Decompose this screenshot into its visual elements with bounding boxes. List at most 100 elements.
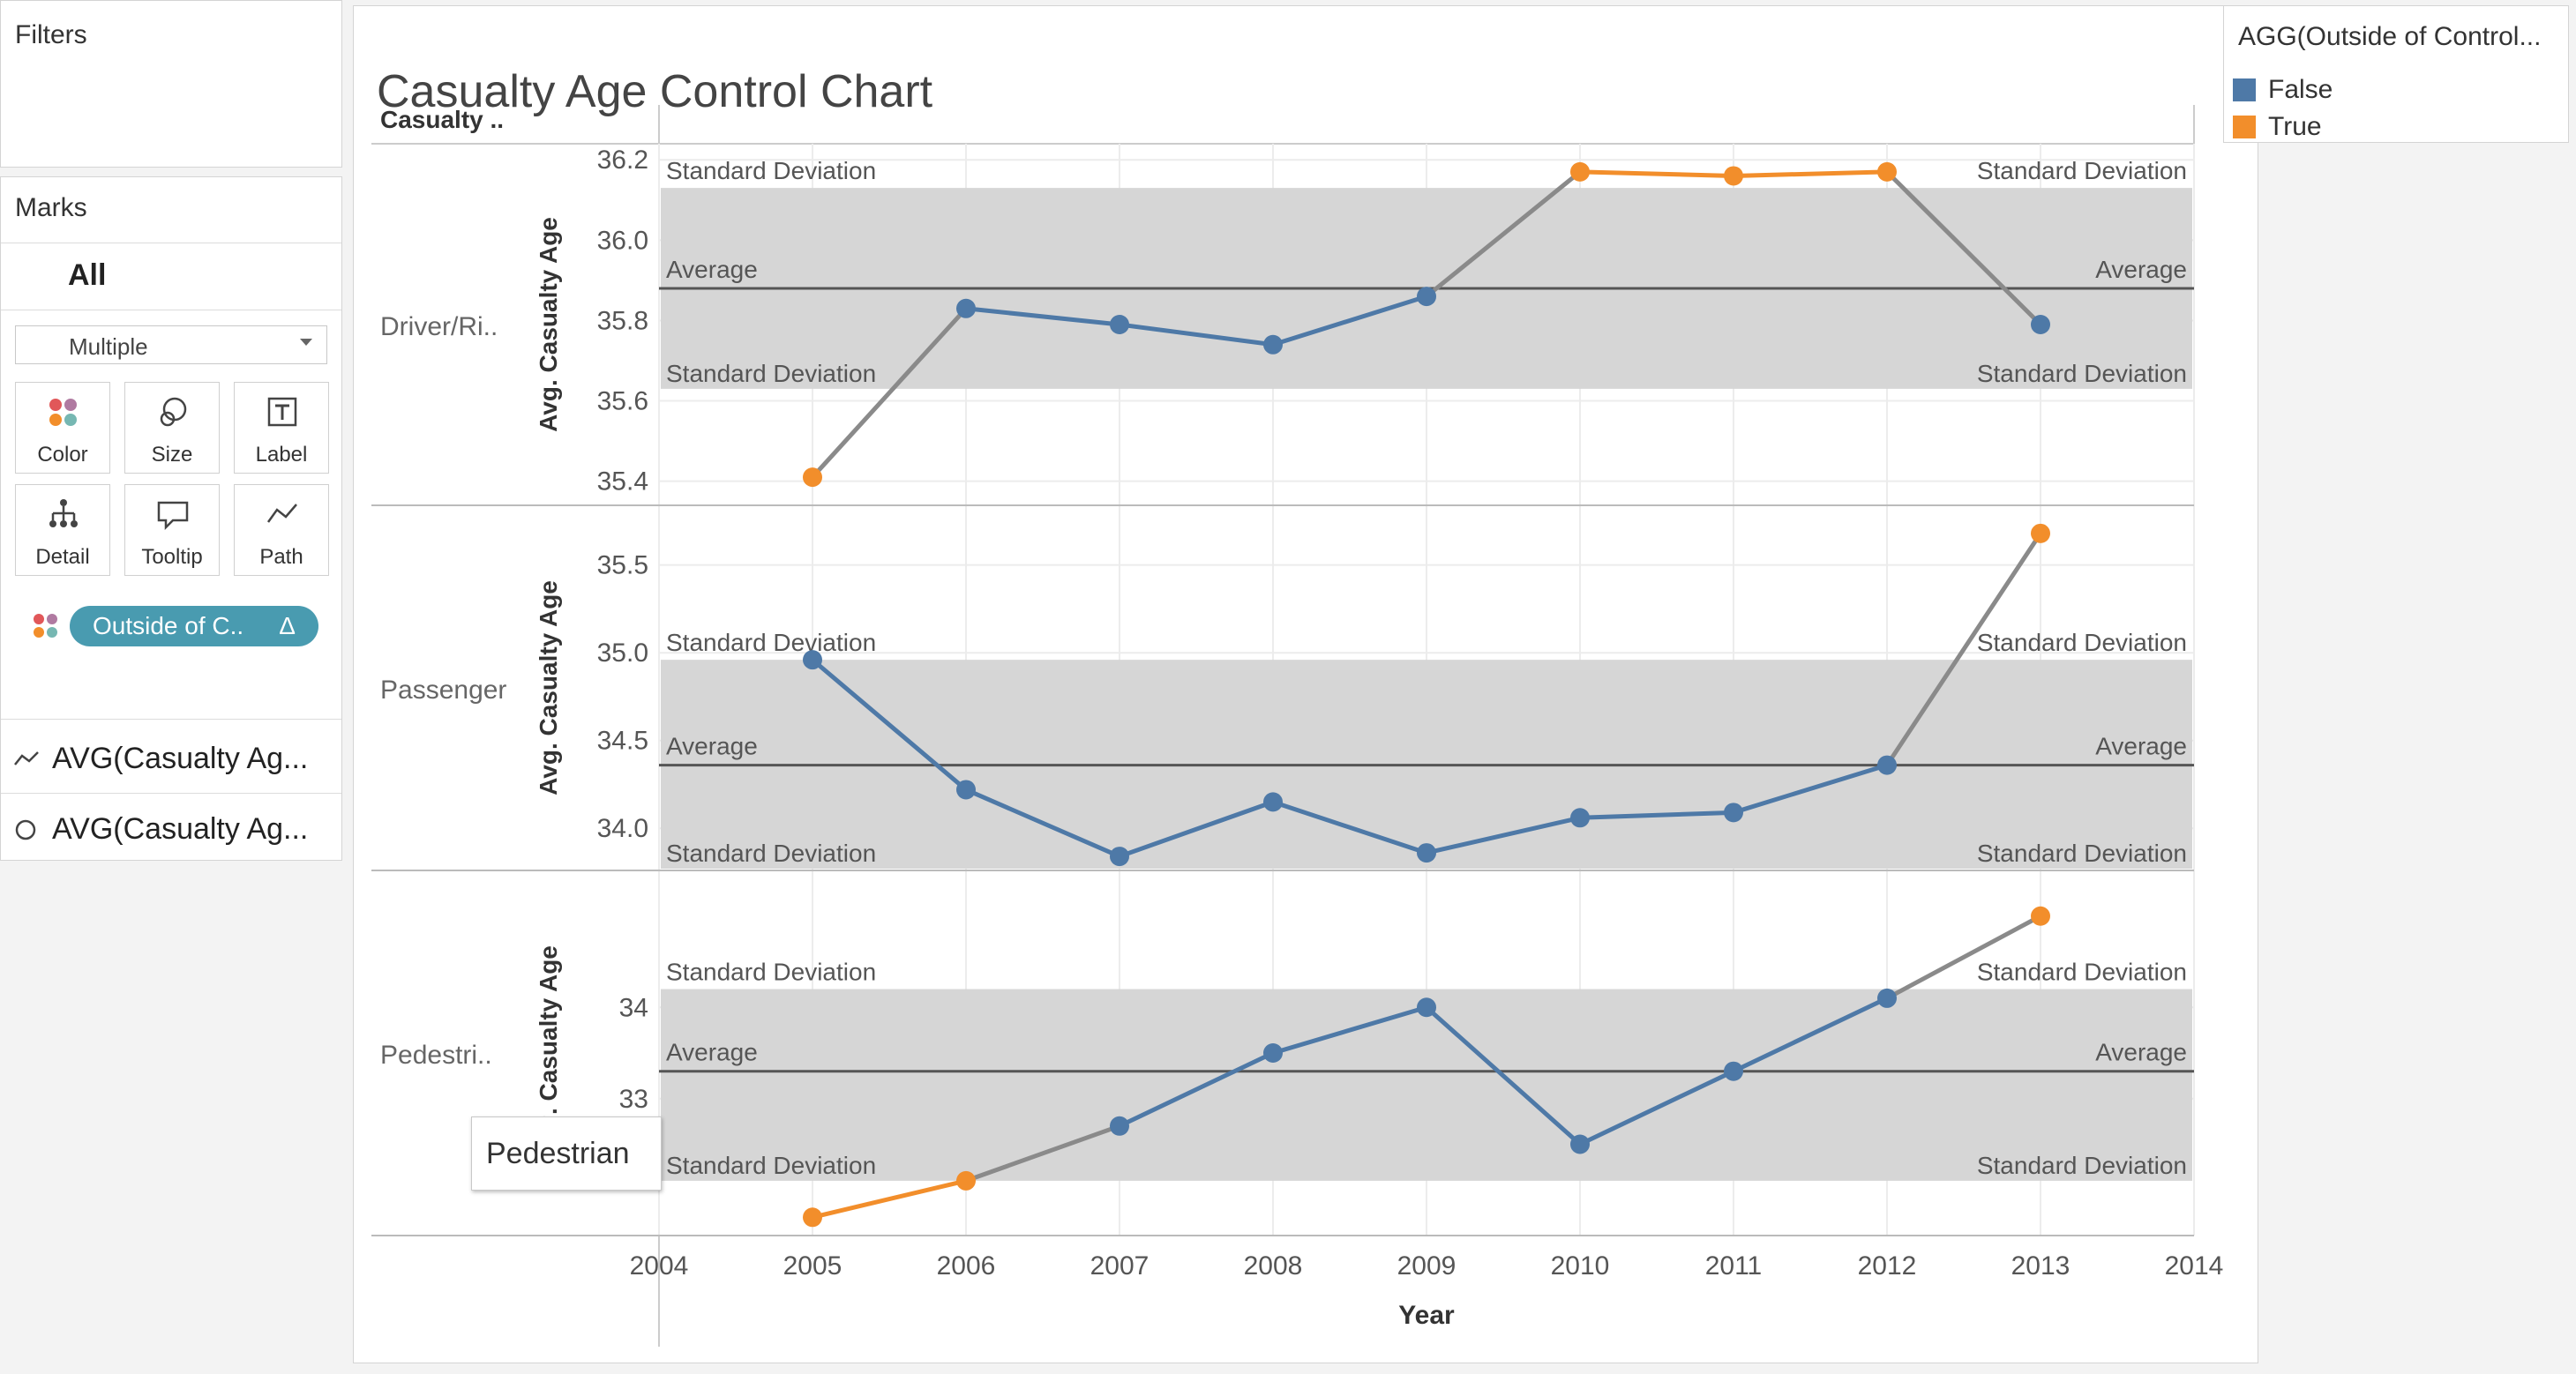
x-tick-label: 2006 <box>937 1251 996 1281</box>
series-line-segment <box>1579 810 1734 820</box>
data-point <box>803 467 822 488</box>
data-point <box>956 298 976 318</box>
detail-button-label: Detail <box>35 545 90 569</box>
series-line-segment <box>1578 1069 1735 1146</box>
row-label: Passenger <box>380 676 506 705</box>
x-tick-label: 2010 <box>1551 1251 1610 1281</box>
series-line-segment <box>812 1178 967 1220</box>
band-upper-label: Standard Deviation <box>666 157 876 184</box>
x-tick-label: 2008 <box>1244 1251 1303 1281</box>
delta-icon: Δ <box>279 612 296 639</box>
band-upper-label: Standard Deviation <box>1977 959 2187 986</box>
band-lower-label: Standard Deviation <box>1977 1152 2187 1179</box>
data-point <box>956 780 976 800</box>
data-point <box>1417 997 1436 1018</box>
divider <box>1 719 341 720</box>
band-upper-label: Standard Deviation <box>1977 157 2187 184</box>
row-label: Pedestri.. <box>380 1041 492 1070</box>
band-upper-label: Standard Deviation <box>1977 629 2187 656</box>
std-dev-band <box>661 989 2192 1181</box>
y-tick-label: 35.8 <box>597 306 648 335</box>
x-tick-label: 2012 <box>1858 1251 1917 1281</box>
color-button-label: Color <box>37 443 88 467</box>
size-button-label: Size <box>151 443 193 467</box>
series-line-segment <box>1885 914 2042 1001</box>
band-lower-label: Standard Deviation <box>1977 360 2187 387</box>
label-icon <box>267 397 297 427</box>
color-button[interactable]: Color <box>15 382 110 474</box>
row-header-label: Casualty .. <box>380 106 504 133</box>
y-axis-title: Avg. Casualty Age <box>535 217 562 432</box>
marks-all-tab[interactable]: All <box>68 258 107 292</box>
band-lower-label: Standard Deviation <box>666 840 876 867</box>
y-axis-title: Avg. Casualty Age <box>535 580 562 795</box>
measure-label: AVG(Casualty Ag... <box>52 742 309 775</box>
band-lower-label: Standard Deviation <box>666 1152 876 1179</box>
x-tick-label: 2004 <box>630 1251 689 1281</box>
tooltip-button-label: Tooltip <box>141 545 203 569</box>
series-line-segment <box>1119 800 1274 859</box>
data-point <box>1724 166 1743 186</box>
viz-area[interactable]: Casualty Age Control Chart Casualty .. St… <box>353 5 2258 1363</box>
measure-label: AVG(Casualty Ag... <box>52 812 309 846</box>
marks-title: Marks <box>15 193 87 222</box>
filters-title: Filters <box>15 20 87 49</box>
legend-swatch <box>2233 116 2256 138</box>
measure-tab-circle[interactable]: AVG(Casualty Ag... <box>1 795 343 863</box>
data-point <box>1110 1116 1129 1136</box>
series-line-segment <box>1884 532 2043 766</box>
marks-card: Marks All Multiple Color Size Label Deta… <box>0 176 342 861</box>
x-tick-label: 2011 <box>1705 1251 1763 1281</box>
detail-button[interactable]: Detail <box>15 484 110 576</box>
series-line-segment <box>1272 294 1427 347</box>
data-point <box>1263 1043 1283 1063</box>
series-line-segment <box>1732 996 1889 1073</box>
color-field-pill[interactable]: Outside of C.. Δ <box>70 606 318 646</box>
chart-title: Casualty Age Control Chart <box>377 65 933 117</box>
data-point <box>1570 1134 1590 1154</box>
filters-shelf[interactable]: Filters <box>0 0 342 168</box>
average-label: Average <box>2095 733 2187 760</box>
series-line-segment <box>1118 1050 1275 1129</box>
pill-label: Outside of C.. <box>93 612 244 639</box>
data-point <box>956 1170 976 1191</box>
y-tick-label: 35.6 <box>597 387 648 416</box>
data-point <box>803 650 822 670</box>
line-mark-icon <box>14 751 39 765</box>
size-button[interactable]: Size <box>124 382 220 474</box>
tooltip-button[interactable]: Tooltip <box>124 484 220 576</box>
path-icon <box>266 504 297 523</box>
size-icon <box>160 397 187 427</box>
data-point <box>1110 847 1129 867</box>
legend-title: AGG(Outside of Control... <box>2238 22 2542 51</box>
band-upper-label: Standard Deviation <box>666 959 876 986</box>
tooltip-text: Pedestrian <box>486 1137 630 1170</box>
y-tick-label: 34.0 <box>597 814 648 843</box>
x-tick-label: 2014 <box>2165 1251 2224 1281</box>
hover-tooltip: Pedestrian <box>471 1116 662 1191</box>
mark-type-dropdown[interactable]: Multiple <box>15 325 327 364</box>
path-button-label: Path <box>259 545 303 569</box>
control-chart[interactable]: Casualty .. Standard Deviation Standard De… <box>354 6 2259 1364</box>
mark-type-value: Multiple <box>69 333 148 360</box>
average-label: Average <box>666 733 758 760</box>
average-label: Average <box>666 1039 758 1066</box>
color-legend: AGG(Outside of Control... False True <box>2223 5 2569 143</box>
detail-icon <box>49 499 78 527</box>
label-button[interactable]: Label <box>234 382 329 474</box>
measure-tab-line[interactable]: AVG(Casualty Ag... <box>1 724 343 793</box>
data-point <box>1724 1061 1743 1081</box>
x-tick-label: 2009 <box>1397 1251 1456 1281</box>
label-button-label: Label <box>255 443 308 467</box>
average-label: Average <box>2095 256 2187 283</box>
data-point <box>803 1207 822 1228</box>
x-tick-label: 2013 <box>2011 1251 2071 1281</box>
data-point <box>1417 287 1436 307</box>
x-tick-label: 2005 <box>783 1251 842 1281</box>
x-axis-title: Year <box>1398 1301 1455 1330</box>
series-line-segment <box>811 307 968 479</box>
path-button[interactable]: Path <box>234 484 329 576</box>
series-line-segment <box>1733 169 1888 178</box>
divider <box>1 793 341 794</box>
series-line-segment <box>1426 815 1581 855</box>
